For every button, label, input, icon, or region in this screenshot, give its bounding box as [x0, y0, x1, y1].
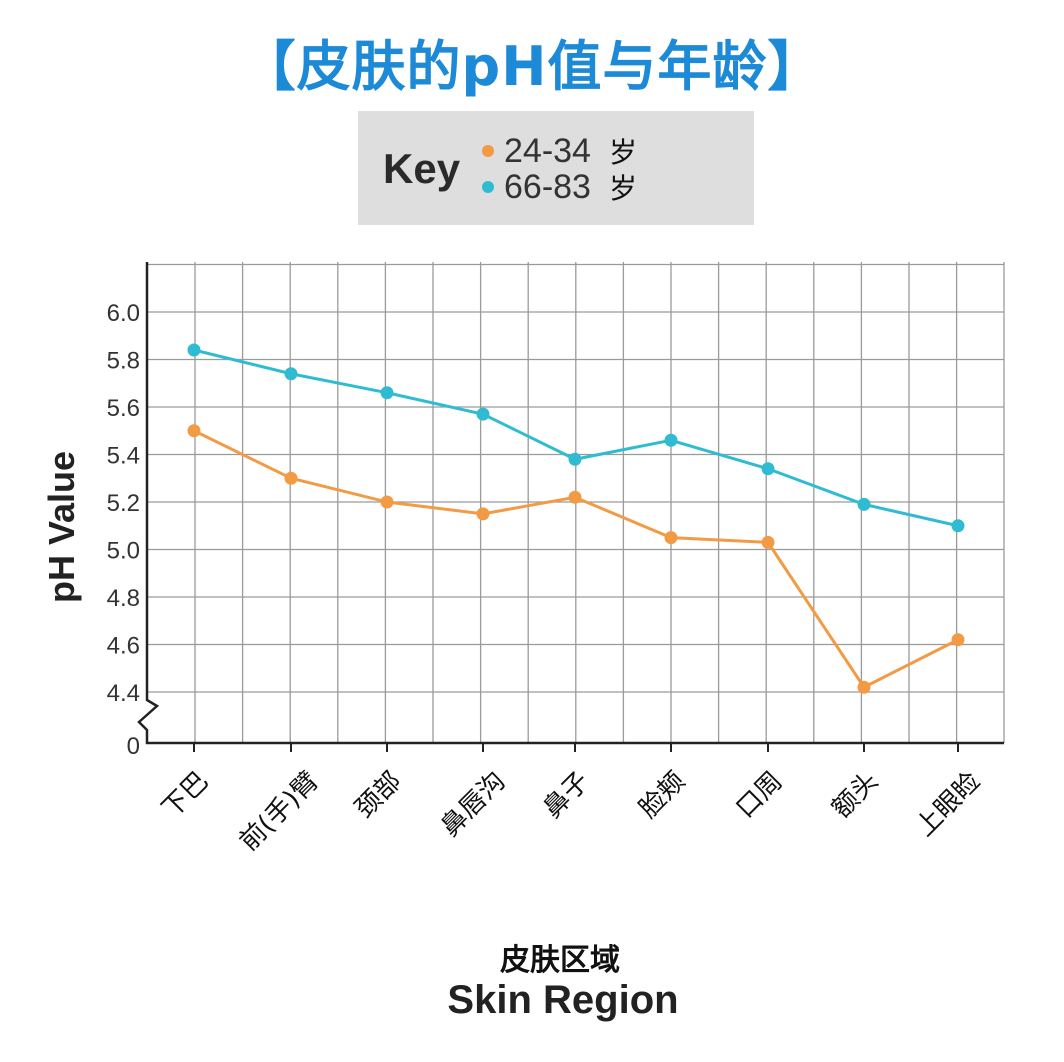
svg-text:4.8: 4.8 [107, 585, 140, 612]
legend: Key 24-34 岁 66-83 岁 [358, 111, 754, 225]
svg-text:5.4: 5.4 [107, 443, 140, 470]
svg-text:4.4: 4.4 [107, 680, 140, 707]
legend-key-label: Key [383, 145, 461, 192]
svg-text:0: 0 [127, 733, 140, 760]
legend-item-label: 24-34 [504, 131, 591, 170]
legend-item-unit: 岁 [608, 136, 637, 169]
x-axis-label-cn: 皮肤区域 [500, 943, 620, 978]
chart-title: 【皮肤的pH值与年龄】 [241, 35, 823, 98]
svg-text:5.0: 5.0 [107, 538, 140, 565]
svg-text:5.8: 5.8 [107, 348, 140, 375]
x-axis-label-en: Skin Region [447, 978, 679, 1022]
axes [137, 262, 1004, 752]
teal-dot-icon [482, 181, 494, 193]
svg-text:5.6: 5.6 [107, 395, 140, 422]
data-series [187, 343, 965, 694]
legend-item-unit: 岁 [608, 172, 637, 205]
y-axis-label: pH Value [41, 450, 82, 604]
legend-item-label: 66-83 [504, 167, 591, 206]
svg-text:6.0: 6.0 [107, 300, 140, 327]
orange-dot-icon [482, 145, 494, 157]
svg-text:5.2: 5.2 [107, 490, 140, 517]
legend-item-old: 66-83 岁 [482, 167, 637, 207]
legend-item-young: 24-34 岁 [482, 131, 637, 171]
y-tick-labels: 0 4.4 4.6 4.8 5.0 5.2 5.4 5.6 5.8 6.0 [107, 300, 140, 760]
svg-text:4.6: 4.6 [107, 633, 140, 660]
